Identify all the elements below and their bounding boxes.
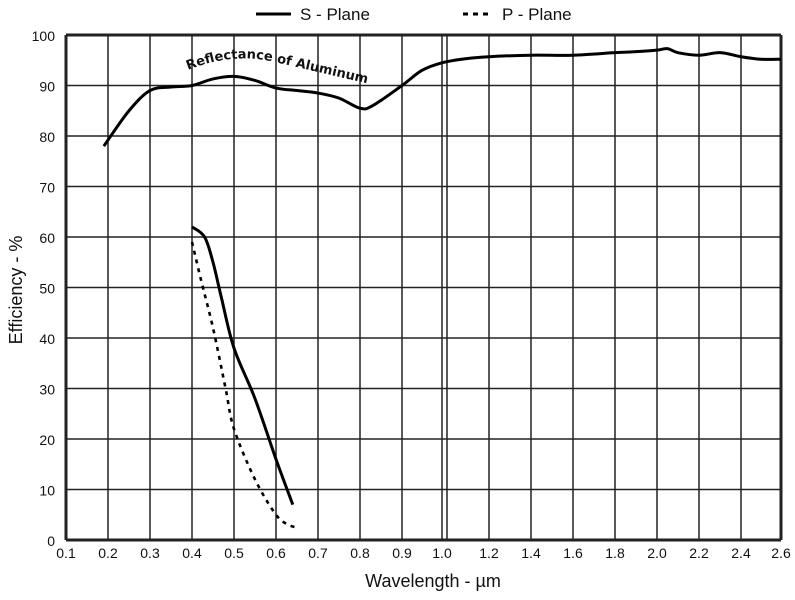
y-tick-label: 70: [39, 180, 55, 196]
series-p-plane: [190, 241, 298, 529]
y-tick-label: 90: [39, 79, 55, 95]
x-tick-label: 0.2: [98, 545, 118, 561]
series-layer: [102, 47, 782, 529]
legend-p-plane-label: P - Plane: [502, 5, 572, 24]
y-tick-label: 30: [39, 382, 55, 398]
x-tick-label: 1.6: [563, 545, 583, 561]
x-tick-label: 0.3: [140, 545, 160, 561]
y-tick-label: 80: [39, 129, 55, 145]
y-tick-label: 50: [39, 281, 55, 297]
x-tick-label: 1.2: [479, 545, 499, 561]
y-axis-title: Efficiency - %: [6, 236, 26, 345]
legend-s-plane-label: S - Plane: [300, 5, 370, 24]
x-tick-labels: 0.1 0.2 0.3 0.4 0.5 0.6 0.7 0.8 0.9 1.0 1.2 1.4 1.6 1…: [56, 545, 791, 561]
y-tick-label: 60: [39, 230, 55, 246]
x-tick-label: 0.1: [56, 545, 76, 561]
x-tick-label: 2.6: [771, 545, 791, 561]
x-tick-label: 0.5: [224, 545, 244, 561]
y-tick-label: 10: [39, 483, 55, 499]
x-tick-label: 2.4: [731, 545, 751, 561]
y-tick-label: 0: [47, 533, 55, 549]
x-tick-label: 2.0: [647, 545, 667, 561]
y-tick-label: 100: [32, 28, 56, 44]
y-tick-label: 20: [39, 432, 55, 448]
annotation-reflectance-of-aluminum: Reflectance of Aluminum: [184, 47, 369, 87]
x-tick-label: 2.2: [689, 545, 709, 561]
x-axis-title: Wavelength - µm: [365, 571, 501, 591]
x-tick-label: 0.6: [266, 545, 286, 561]
legend: S - Plane P - Plane: [256, 5, 572, 24]
annotation-text: Reflectance of Aluminum: [184, 47, 369, 87]
x-tick-label: 0.4: [182, 545, 202, 561]
x-tick-label: 0.9: [392, 545, 412, 561]
series-s-plane: [191, 225, 295, 506]
x-tick-label: 0.8: [350, 545, 370, 561]
x-tick-label: 0.7: [308, 545, 328, 561]
y-tick-labels: 0 10 20 30 40 50 60 70 80 90 100: [32, 28, 56, 549]
grid: [64, 33, 783, 542]
series-reflectance-of-aluminum: [102, 47, 782, 147]
x-tick-label: 1.4: [521, 545, 541, 561]
x-tick-label: 1.8: [605, 545, 625, 561]
x-tick-label: 1.0: [432, 545, 452, 561]
y-tick-label: 40: [39, 331, 55, 347]
